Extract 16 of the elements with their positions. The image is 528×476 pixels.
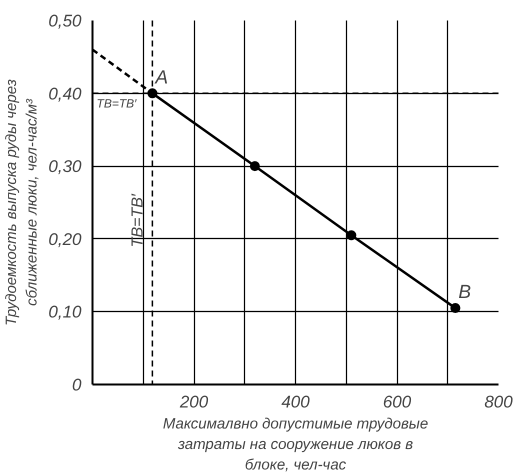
y-tick-label: 0 [72, 376, 82, 394]
annotation: A [154, 67, 168, 88]
ref-line-label: TВ=TВ′ [96, 96, 138, 110]
x-tick-label: 800 [484, 392, 514, 412]
x-tick-label: 200 [178, 392, 209, 412]
y-axis-title: Трудоемкость выпуска руды через сближенные люки, чел-час/м³ [3, 79, 40, 326]
ref-line-label: TВ=TВ′ [129, 193, 146, 248]
x-tick-label: 600 [382, 392, 412, 412]
y-tick-label: 0,20 [48, 230, 82, 249]
y-tick-label: 0,40 [48, 84, 82, 104]
y-tick-label: 0,30 [48, 157, 82, 176]
annotation: B [458, 282, 472, 304]
x-tick-label: 400 [281, 392, 310, 412]
y-tick-label: 0,50 [48, 12, 82, 30]
x-axis-title: Максималвно допустимые трудовые затраты на сооружение люков в блоке, чел-час [162, 416, 428, 474]
y-tick-label: 0,10 [48, 302, 82, 322]
